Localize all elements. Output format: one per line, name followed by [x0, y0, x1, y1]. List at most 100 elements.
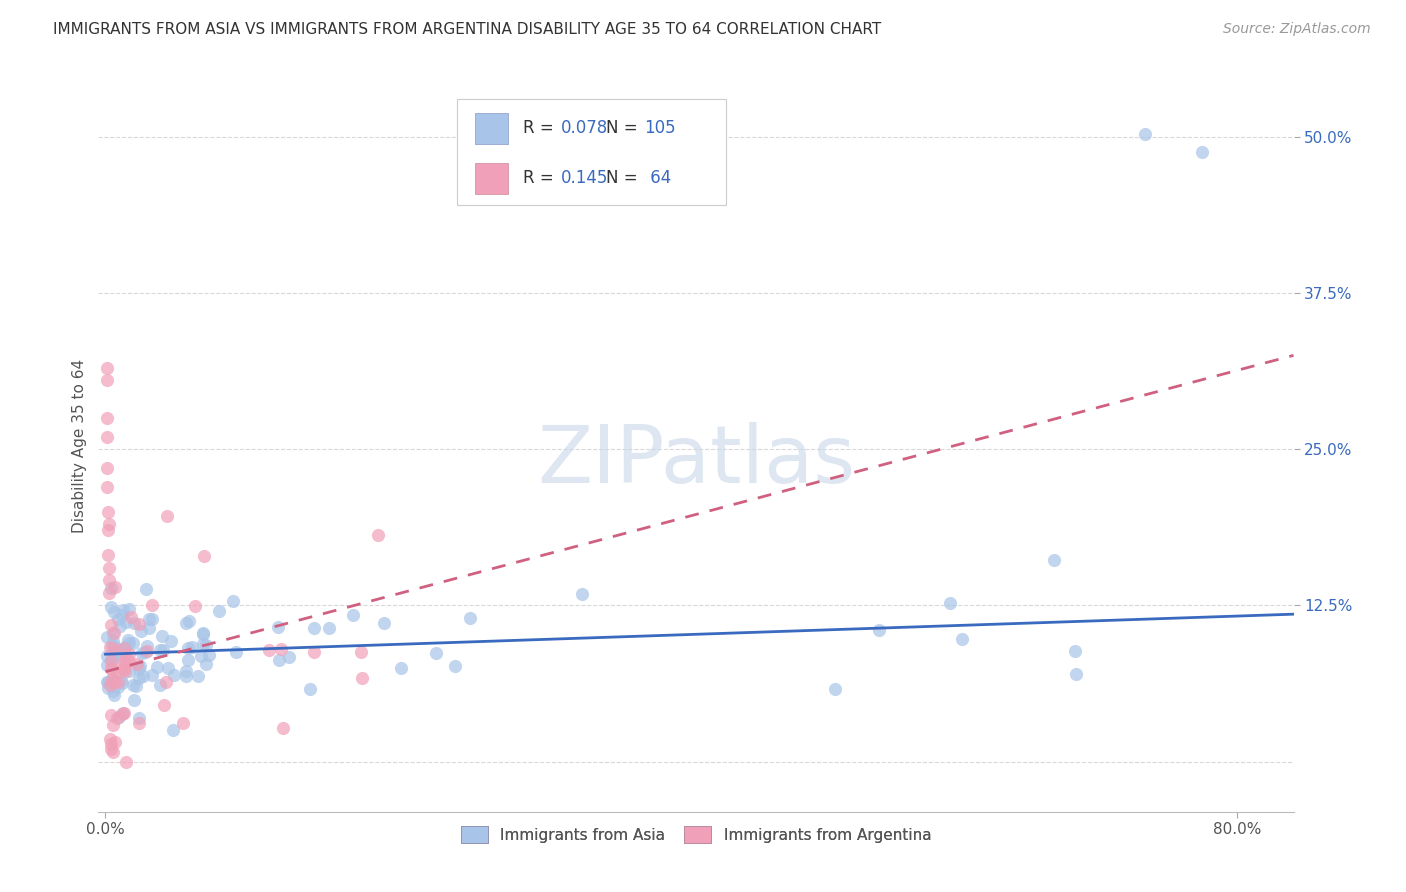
Point: [299, 681, 322, 696]
Point: [132, 669, 155, 683]
Point: [103, 688, 125, 702]
Point: [97, 586, 120, 600]
Point: [103, 718, 125, 732]
Point: [197, 648, 219, 662]
Point: [101, 673, 124, 688]
Point: [118, 647, 141, 661]
Point: [101, 684, 124, 698]
Point: [101, 653, 124, 667]
Point: [111, 661, 134, 675]
Point: [302, 645, 325, 659]
Point: [100, 741, 122, 756]
Point: [128, 671, 150, 685]
Point: [100, 654, 122, 668]
Text: 64: 64: [644, 169, 671, 186]
Point: [104, 735, 127, 749]
Point: [125, 657, 148, 672]
Point: [1043, 552, 1066, 566]
Point: [100, 653, 122, 667]
Point: [101, 672, 124, 686]
Point: [115, 755, 138, 769]
Point: [193, 627, 215, 641]
Text: 0.145: 0.145: [561, 169, 609, 186]
Point: [98, 678, 121, 692]
Point: [107, 681, 129, 695]
Point: [278, 650, 301, 665]
Point: [128, 616, 150, 631]
Point: [270, 641, 292, 656]
Text: N =: N =: [606, 169, 643, 186]
Point: [114, 641, 136, 656]
Point: [101, 647, 124, 661]
Point: [425, 646, 447, 660]
Point: [271, 721, 294, 735]
Point: [195, 638, 218, 652]
Point: [100, 581, 122, 595]
Point: [950, 632, 973, 646]
Point: [108, 644, 131, 658]
Text: R =: R =: [523, 119, 558, 136]
Point: [122, 636, 145, 650]
Point: [162, 723, 184, 738]
Point: [96, 630, 118, 644]
Point: [267, 620, 290, 634]
Point: [128, 659, 150, 673]
Point: [112, 654, 135, 668]
Point: [96, 461, 118, 475]
Point: [101, 745, 124, 759]
Point: [389, 661, 412, 675]
Point: [304, 621, 326, 635]
Point: [163, 668, 186, 682]
Point: [180, 640, 202, 654]
Bar: [475, 163, 509, 194]
Point: [156, 509, 179, 524]
Point: [1133, 127, 1156, 141]
Point: [187, 669, 209, 683]
Point: [124, 615, 146, 630]
Point: [318, 621, 340, 635]
Point: [107, 665, 129, 679]
Point: [939, 596, 962, 610]
Point: [571, 587, 593, 601]
Point: [153, 698, 176, 712]
Legend: Immigrants from Asia, Immigrants from Argentina: Immigrants from Asia, Immigrants from Ar…: [454, 820, 938, 849]
Point: [193, 637, 215, 651]
Point: [97, 524, 120, 538]
Point: [191, 625, 214, 640]
Point: [111, 608, 134, 623]
Text: IMMIGRANTS FROM ASIA VS IMMIGRANTS FROM ARGENTINA DISABILITY AGE 35 TO 64 CORREL: IMMIGRANTS FROM ASIA VS IMMIGRANTS FROM …: [53, 22, 882, 37]
Point: [96, 505, 118, 519]
Point: [96, 410, 118, 425]
Point: [117, 601, 139, 615]
Point: [146, 659, 169, 673]
Point: [190, 649, 212, 664]
Text: N =: N =: [606, 119, 643, 136]
Point: [174, 616, 197, 631]
Point: [350, 645, 373, 659]
Point: [97, 561, 120, 575]
Point: [117, 632, 139, 647]
Point: [107, 611, 129, 625]
Point: [97, 681, 120, 696]
Point: [373, 615, 395, 630]
Point: [138, 621, 160, 635]
Point: [96, 675, 118, 690]
Point: [110, 673, 132, 688]
Point: [103, 642, 125, 657]
Point: [155, 674, 177, 689]
Point: [100, 663, 122, 677]
Point: [174, 664, 197, 678]
Point: [118, 655, 141, 669]
Point: [120, 609, 142, 624]
Point: [98, 640, 121, 654]
Point: [267, 653, 290, 667]
Point: [114, 640, 136, 654]
Point: [207, 604, 229, 618]
Point: [105, 711, 128, 725]
Point: [97, 549, 120, 563]
Point: [177, 640, 200, 655]
Point: [97, 574, 120, 588]
Point: [259, 642, 281, 657]
Point: [174, 669, 197, 683]
Point: [112, 706, 135, 721]
